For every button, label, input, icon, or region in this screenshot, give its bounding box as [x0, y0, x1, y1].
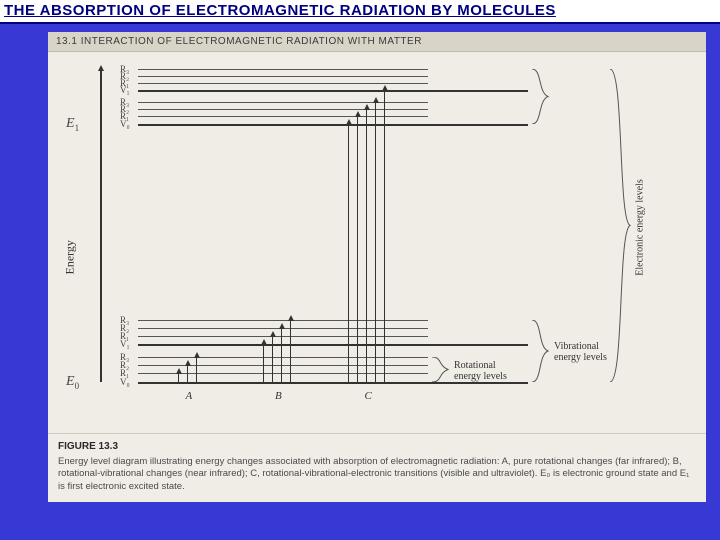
level-label: V₀	[120, 377, 130, 387]
vibrational-level	[138, 124, 528, 126]
vibrational-level	[138, 382, 528, 384]
figure-caption: FIGURE 13.3 Energy level diagram illustr…	[48, 433, 706, 502]
transition-arrow	[281, 328, 282, 382]
brace	[430, 357, 452, 382]
transition-arrow	[348, 124, 349, 382]
title-bar: THE ABSORPTION OF ELECTROMAGNETIC RADIAT…	[0, 0, 720, 24]
transition-arrow	[263, 344, 264, 382]
level-label: R₃	[120, 64, 129, 74]
transition-arrow	[375, 102, 376, 382]
rotational-level	[138, 76, 428, 77]
transition-arrow	[384, 90, 385, 382]
page-title-link[interactable]: THE ABSORPTION OF ELECTROMAGNETIC RADIAT…	[4, 2, 556, 19]
brace-electronic	[608, 69, 634, 382]
transition-arrow	[187, 365, 188, 382]
transition-arrow	[357, 116, 358, 382]
transition-group-label: C	[365, 390, 372, 402]
figure-panel: 13.1 INTERACTION OF ELECTROMAGNETIC RADI…	[48, 32, 706, 502]
rotational-level	[138, 69, 428, 70]
transition-group-label: A	[186, 390, 193, 402]
electronic-level-label: E0	[66, 374, 79, 391]
electronic-level-label: E1	[66, 116, 79, 133]
vibrational-level	[138, 344, 528, 346]
section-header: 13.1 INTERACTION OF ELECTROMAGNETIC RADI…	[48, 32, 706, 52]
energy-axis-label: Energy	[63, 195, 78, 275]
brace-label: Vibrational energy levels	[554, 341, 607, 363]
level-label: R₃	[120, 97, 129, 107]
transition-arrow	[178, 373, 179, 382]
brace	[530, 320, 552, 382]
rotational-level	[138, 83, 428, 84]
transition-arrow	[272, 336, 273, 382]
electronic-brace-label: Electronic energy levels	[635, 157, 646, 297]
energy-level-diagram: V₀R₁R₂R₃V₁R₁R₂R₃V₀R₁R₂R₃V₁R₁R₂R₃E0E1Ener…	[48, 52, 706, 430]
transition-arrow	[196, 357, 197, 382]
energy-axis-arrow	[100, 70, 102, 382]
transition-arrow	[290, 320, 291, 382]
level-label: R₃	[120, 352, 129, 362]
vibrational-level	[138, 90, 528, 92]
level-label: R₃	[120, 315, 129, 325]
brace	[530, 69, 552, 124]
figure-caption-text: Energy level diagram illustrating energy…	[58, 456, 689, 493]
transition-group-label: B	[275, 390, 282, 402]
transition-arrow	[366, 109, 367, 382]
brace-label: Rotational energy levels	[454, 360, 507, 382]
figure-number: FIGURE 13.3	[58, 440, 696, 454]
